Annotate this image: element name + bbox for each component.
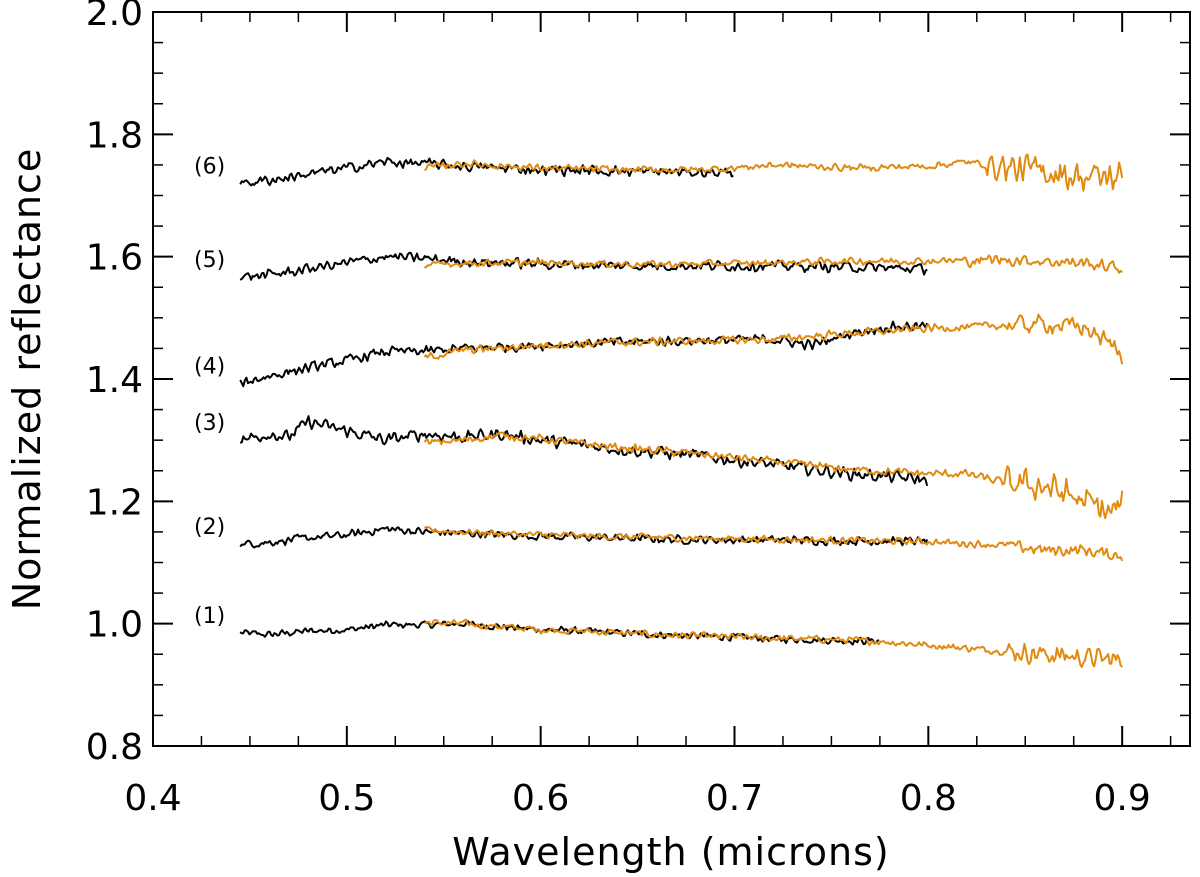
y-tick-label: 2.0 (86, 0, 143, 34)
series-2-orange-line (423, 526, 1124, 562)
axis-ticks (152, 11, 1190, 747)
y-tick-label: 1.8 (86, 115, 143, 156)
y-tick-label: 1.2 (86, 482, 143, 523)
tick-labels: 0.4 0.5 0.6 0.7 0.8 0.9 0.8 1.0 1.2 1.4 1.6 1.8 2.0 (86, 0, 1151, 819)
x-tick-label: 0.4 (124, 778, 181, 819)
series-labels: (1) (2) (3) (4) (5) (6) (194, 154, 225, 629)
x-tick-label: 0.8 (900, 778, 957, 819)
series-label: (1) (194, 604, 225, 629)
x-tick-label: 0.9 (1094, 778, 1151, 819)
x-tick-label: 0.7 (706, 778, 763, 819)
series-lines (239, 153, 1124, 668)
y-tick-label: 1.0 (86, 605, 143, 646)
y-tick-label: 0.8 (86, 727, 143, 768)
series-label: (2) (194, 515, 225, 540)
series-4-orange-line (423, 313, 1124, 365)
series-5-orange-line (424, 254, 1123, 274)
x-tick-label: 0.5 (318, 778, 375, 819)
x-axis-title: Wavelength (microns) (452, 830, 890, 874)
x-tick-label: 0.6 (512, 778, 569, 819)
series-3-black-line (239, 415, 929, 487)
series-2-black-line (239, 526, 929, 549)
y-axis-title: Normalized reflectance (5, 148, 49, 611)
series-label: (3) (194, 411, 225, 436)
series-label: (6) (194, 154, 225, 179)
series-6-orange-line (424, 153, 1124, 192)
series-label: (4) (194, 354, 225, 379)
series-3-orange-line (423, 431, 1124, 520)
series-label: (5) (194, 248, 225, 273)
series-4-black-line (239, 320, 929, 388)
series-5-black-line (239, 251, 928, 281)
y-tick-label: 1.6 (86, 238, 143, 279)
series-1-orange-line (424, 618, 1123, 668)
y-tick-label: 1.4 (86, 360, 143, 401)
